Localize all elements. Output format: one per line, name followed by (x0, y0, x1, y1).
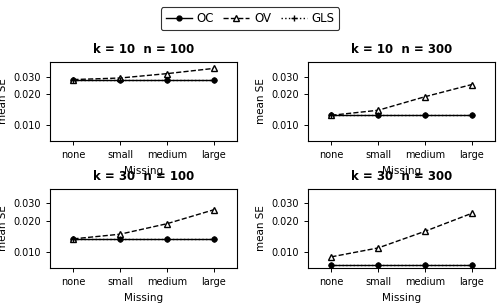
X-axis label: Missing: Missing (124, 293, 163, 302)
Y-axis label: mean SE: mean SE (0, 205, 8, 251)
Title: k = 10  n = 100: k = 10 n = 100 (93, 43, 194, 56)
X-axis label: Missing: Missing (382, 293, 421, 302)
Title: k = 30  n = 300: k = 30 n = 300 (351, 170, 452, 183)
Y-axis label: mean SE: mean SE (256, 78, 266, 124)
Legend: OC, OV, GLS: OC, OV, GLS (161, 7, 339, 30)
X-axis label: Missing: Missing (124, 166, 163, 176)
Title: k = 10  n = 300: k = 10 n = 300 (351, 43, 452, 56)
X-axis label: Missing: Missing (382, 166, 421, 176)
Y-axis label: mean SE: mean SE (0, 78, 8, 124)
Title: k = 30  n = 100: k = 30 n = 100 (93, 170, 194, 183)
Y-axis label: mean SE: mean SE (256, 205, 266, 251)
